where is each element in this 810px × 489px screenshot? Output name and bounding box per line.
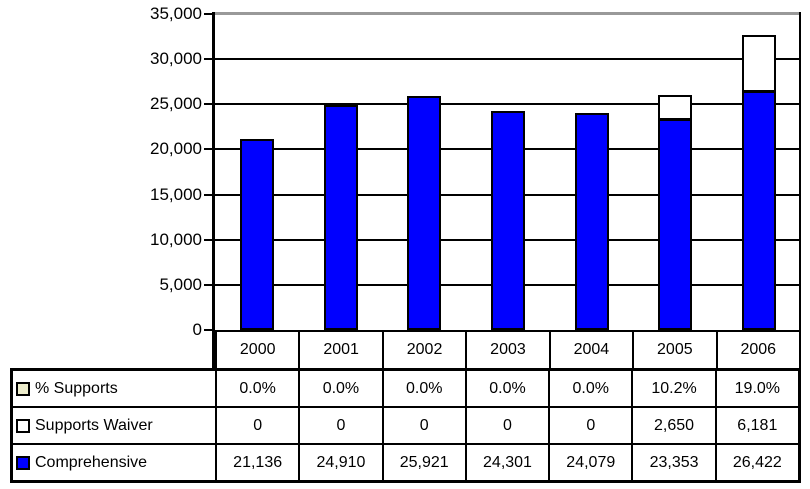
y-axis-label: 25,000	[150, 94, 202, 113]
table-value-cell-comprehensive-2003: 24,301	[464, 445, 548, 480]
bar-column-2002	[382, 14, 466, 330]
series-name-label: Supports Waiver	[35, 416, 153, 434]
y-axis-label: 20,000	[150, 139, 202, 158]
legend-cell-comprehensive: Comprehensive	[13, 445, 215, 480]
y-axis-label: 30,000	[150, 49, 202, 68]
plot-right-border	[799, 12, 801, 330]
gridline	[215, 58, 801, 60]
bar-segment-supports-waiver-2005	[658, 95, 693, 119]
table-value-cell-comprehensive-2006: 26,422	[714, 445, 798, 480]
legend-swatch-comprehensive	[16, 455, 30, 470]
table-row-supports-waiver: Supports Waiver 0 0 0 0 0 2,650 6,181	[13, 406, 798, 443]
table-value-cell-supports-waiver-2002: 0	[381, 408, 465, 443]
table-value-cell-supports-waiver-2004: 0	[548, 408, 631, 443]
y-axis-tick	[204, 58, 215, 60]
table-value-cell-supports-waiver-2001: 0	[298, 408, 381, 443]
bar-column-2003	[466, 14, 550, 330]
y-axis-tick	[204, 148, 215, 150]
bar-segment-comprehensive-2003	[490, 111, 525, 330]
bar-segment-comprehensive-2006	[742, 91, 777, 330]
y-axis-tick	[204, 13, 215, 15]
y-axis-tick	[204, 103, 215, 105]
table-value-cell-comprehensive-2002: 25,921	[381, 445, 465, 480]
bar-segment-comprehensive-2002	[407, 96, 442, 330]
table-value-cell-supports-2004: 0.0%	[548, 371, 631, 406]
bar-segment-comprehensive-2004	[574, 113, 609, 330]
bar-column-2006	[717, 14, 801, 330]
bar-segment-comprehensive-2001	[323, 105, 358, 330]
gridline	[215, 103, 801, 105]
year-header-cell-2004: 2004	[548, 332, 632, 368]
table-value-cell-supports-2001: 0.0%	[298, 371, 381, 406]
legend-cell-supports-waiver: Supports Waiver	[13, 408, 215, 443]
table-value-cell-supports-2000: 0.0%	[215, 371, 298, 406]
table-value-cell-comprehensive-2000: 21,136	[215, 445, 298, 480]
bar-segment-comprehensive-2000	[239, 139, 274, 330]
table-value-cell-supports-2006: 19.0%	[714, 371, 798, 406]
x-axis-year-header-row: 2000 2001 2002 2003 2004 2005 2006	[215, 330, 801, 368]
bar-column-2005	[634, 14, 718, 330]
table-row-supports: % Supports 0.0% 0.0% 0.0% 0.0% 0.0% 10.2% 19.0%	[13, 371, 798, 406]
series-name-label: Comprehensive	[35, 453, 148, 471]
series-name-label: % Supports	[35, 379, 118, 397]
bar-column-2001	[299, 14, 383, 330]
year-header-cell-2006: 2006	[715, 332, 799, 368]
y-axis-tick	[204, 194, 215, 196]
table-value-cell-supports-waiver-2003: 0	[464, 408, 548, 443]
legend-cell-supports: % Supports	[13, 371, 215, 406]
y-axis-line	[212, 12, 215, 368]
table-value-cell-supports-2005: 10.2%	[631, 371, 714, 406]
table-value-cell-comprehensive-2001: 24,910	[298, 445, 381, 480]
y-axis-label: 10,000	[150, 230, 202, 249]
table-value-cell-comprehensive-2005: 23,353	[631, 445, 714, 480]
table-value-cell-supports-2002: 0.0%	[381, 371, 465, 406]
table-value-cell-supports-waiver-2006: 6,181	[714, 408, 798, 443]
table-value-cell-supports-waiver-2005: 2,650	[631, 408, 714, 443]
y-axis-label: 5,000	[159, 275, 202, 294]
table-value-cell-supports-2003: 0.0%	[464, 371, 548, 406]
year-header-cell-2001: 2001	[298, 332, 381, 368]
table-value-cell-supports-waiver-2000: 0	[215, 408, 298, 443]
table-row-comprehensive: Comprehensive 21,136 24,910 25,921 24,301 24,…	[13, 443, 798, 480]
y-axis-tick	[204, 239, 215, 241]
y-axis-tick	[204, 329, 215, 331]
year-header-cell-2002: 2002	[381, 332, 465, 368]
y-axis-tick	[204, 284, 215, 286]
year-header-cell-2000: 2000	[239, 341, 276, 358]
year-header-cell-2005: 2005	[632, 332, 715, 368]
data-table-with-legend: % Supports 0.0% 0.0% 0.0% 0.0% 0.0% 10.2% 19.0%…	[10, 368, 801, 483]
y-axis-label: 0	[192, 320, 202, 339]
bar-column-2004	[550, 14, 634, 330]
legend-swatch-supports	[16, 381, 30, 396]
y-axis-label: 15,000	[150, 185, 202, 204]
year-header-cell-2003: 2003	[465, 332, 548, 368]
bar-column-2000	[215, 14, 299, 330]
y-axis-label: 35,000	[150, 4, 202, 23]
table-value-cell-comprehensive-2004: 24,079	[548, 445, 631, 480]
bar-segment-comprehensive-2005	[658, 119, 693, 330]
legend-swatch-supports-waiver	[16, 418, 30, 433]
top-gridline	[215, 12, 801, 15]
bar-segment-supports-waiver-2006	[742, 35, 777, 91]
